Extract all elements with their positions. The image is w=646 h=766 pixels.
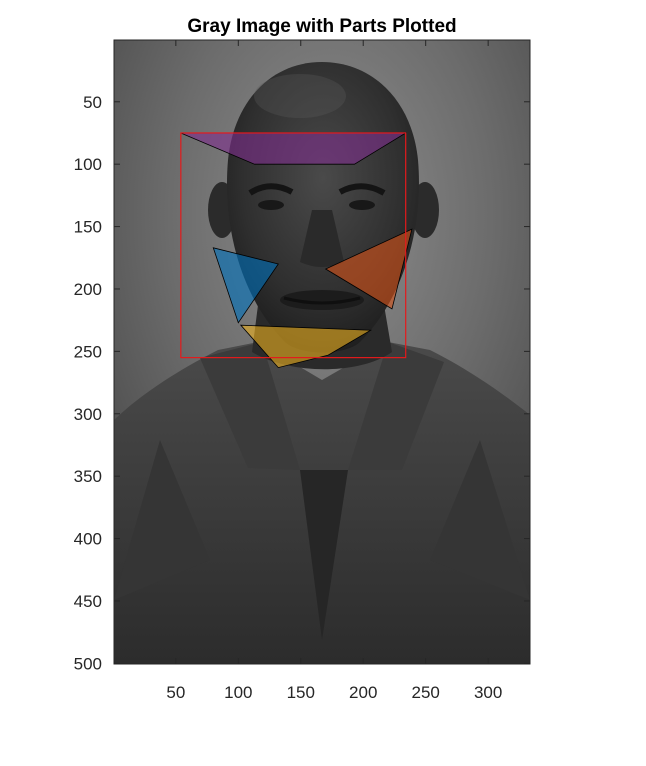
y-tick-label: 350 xyxy=(74,467,102,486)
x-tick-label: 100 xyxy=(224,683,252,702)
face-bounding-box xyxy=(180,132,407,359)
y-tick-label: 200 xyxy=(74,280,102,299)
x-tick-label: 200 xyxy=(349,683,377,702)
part-left-cheek xyxy=(212,247,279,324)
x-axis: 50 100 150 200 250 300 xyxy=(166,40,502,702)
x-tick-label: 150 xyxy=(287,683,315,702)
x-tick-label: 250 xyxy=(412,683,440,702)
y-tick-label: 50 xyxy=(83,93,102,112)
axes-frame xyxy=(113,39,531,665)
x-tick-label: 50 xyxy=(166,683,185,702)
y-tick-label: 400 xyxy=(74,530,102,549)
chart-title: Gray Image with Parts Plotted xyxy=(187,16,456,37)
y-tick-label: 100 xyxy=(74,155,102,174)
part-chin xyxy=(239,324,373,369)
y-tick-label: 300 xyxy=(74,405,102,424)
axes: 50 100 150 200 250 300 50 100 150 200 250 300 350 40… xyxy=(74,39,531,702)
part-right-cheek xyxy=(324,228,413,310)
y-tick-label: 250 xyxy=(74,342,102,361)
y-tick-label: 500 xyxy=(74,654,102,673)
x-tick-label: 300 xyxy=(474,683,502,702)
bbox-face xyxy=(180,132,407,359)
y-tick-label: 450 xyxy=(74,592,102,611)
face-parts xyxy=(180,132,413,369)
y-axis: 50 100 150 200 250 300 350 400 450 500 xyxy=(74,93,530,673)
y-tick-label: 150 xyxy=(74,218,102,237)
